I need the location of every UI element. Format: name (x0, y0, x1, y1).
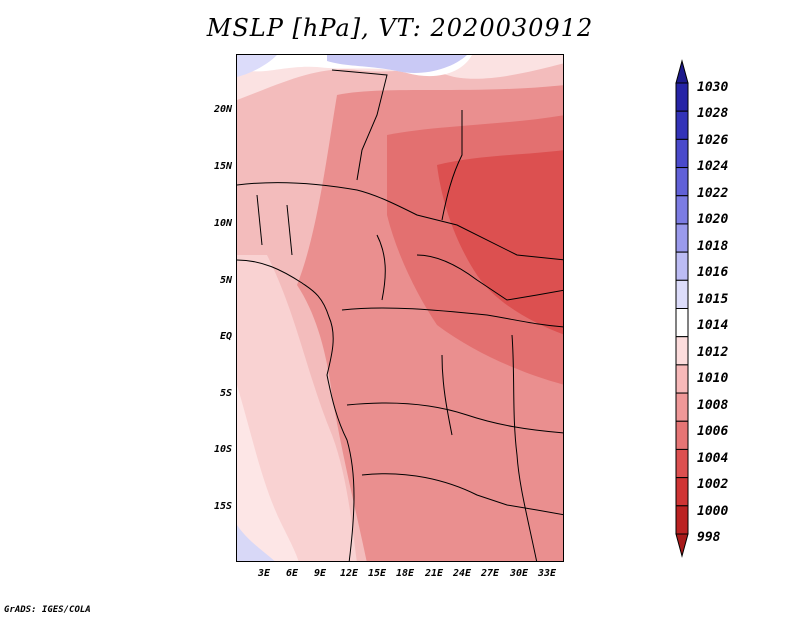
colorbar-level-label: 1006 (697, 424, 729, 440)
grads-credit: GrADS: IGES/COLA (4, 605, 91, 615)
map-title: MSLP [hPa], VT: 2020030912 (206, 14, 594, 42)
lon-label-15e: 15E (367, 568, 387, 579)
colorbar-swatch (675, 279, 689, 309)
lat-label-15s: 15S (213, 501, 232, 512)
pressure-field-1004 (437, 150, 563, 335)
colorbar-swatch (675, 392, 689, 422)
colorbar-level-label: 1016 (697, 265, 729, 281)
lat-label-10n: 10N (213, 218, 232, 229)
lon-label-33e: 33E (537, 568, 557, 579)
lon-label-27e: 27E (480, 568, 500, 579)
colorbar-level-label: 1022 (697, 185, 729, 201)
pressure-field-1012-ocean (237, 255, 357, 561)
lat-label-5s: 5S (219, 388, 232, 399)
colorbar-swatch (675, 138, 689, 169)
pressure-field-1016-southwest (237, 525, 275, 561)
colorbar-level-label: 1030 (697, 80, 729, 95)
colorbar-swatch (675, 223, 689, 253)
pressure-field-1016-north (327, 55, 467, 74)
colorbar-level-label: 1015 (697, 291, 729, 307)
political-borders (237, 69, 563, 561)
colorbar-swatch (675, 448, 689, 479)
lon-label-3e: 3E (257, 568, 271, 579)
lon-label-12e: 12E (339, 568, 359, 579)
lon-label-9e: 9E (313, 568, 327, 579)
colorbar-level-label: 1012 (697, 344, 729, 360)
pressure-field-1015-northwest (237, 55, 277, 77)
colorbar-level-label: 1002 (697, 477, 729, 493)
lon-label-6e: 6E (285, 568, 299, 579)
colorbar-level-label: 1020 (697, 212, 729, 228)
lat-label-20n: 20N (213, 104, 232, 115)
lat-label-eq: EQ (219, 331, 232, 342)
colorbar-swatch (675, 82, 689, 112)
lat-label-10s: 10S (213, 444, 232, 455)
colorbar-swatch (675, 336, 689, 366)
colorbar-swatch (675, 420, 689, 450)
colorbar-bottom-arrow (675, 533, 689, 558)
lon-label-18e: 18E (395, 568, 415, 579)
colorbar-level-label: 1026 (697, 132, 729, 148)
pressure-field-1014-ocean (237, 385, 299, 561)
mslp-map (236, 54, 564, 562)
map-canvas (237, 55, 563, 561)
lat-label-15n: 15N (213, 161, 232, 172)
colorbar-swatch (675, 505, 689, 535)
colorbar-level-label: 1014 (697, 318, 729, 334)
colorbar-level-label: 1010 (697, 371, 729, 387)
colorbar-level-label: 1008 (697, 397, 729, 413)
colorbar-level-label: 1000 (697, 503, 729, 519)
colorbar-swatch (675, 308, 689, 338)
colorbar-swatch (675, 364, 689, 394)
lat-label-5n: 5N (219, 275, 232, 286)
colorbar-swatch (675, 251, 689, 281)
colorbar-swatch (675, 110, 689, 140)
lon-label-21e: 21E (424, 568, 444, 579)
lon-label-30e: 30E (509, 568, 529, 579)
colorbar-level-label: 1018 (697, 238, 729, 254)
colorbar-level-label: 1024 (697, 159, 729, 175)
colorbar-swatch (675, 167, 689, 197)
lon-label-24e: 24E (452, 568, 472, 579)
colorbar-level-label: 1004 (697, 450, 729, 466)
colorbar-top-arrow (675, 59, 689, 84)
colorbar-swatch (675, 477, 689, 507)
colorbar-level-label: 1028 (697, 106, 729, 122)
colorbar-level-label: 998 (697, 530, 721, 545)
colorbar-swatch (675, 195, 689, 225)
